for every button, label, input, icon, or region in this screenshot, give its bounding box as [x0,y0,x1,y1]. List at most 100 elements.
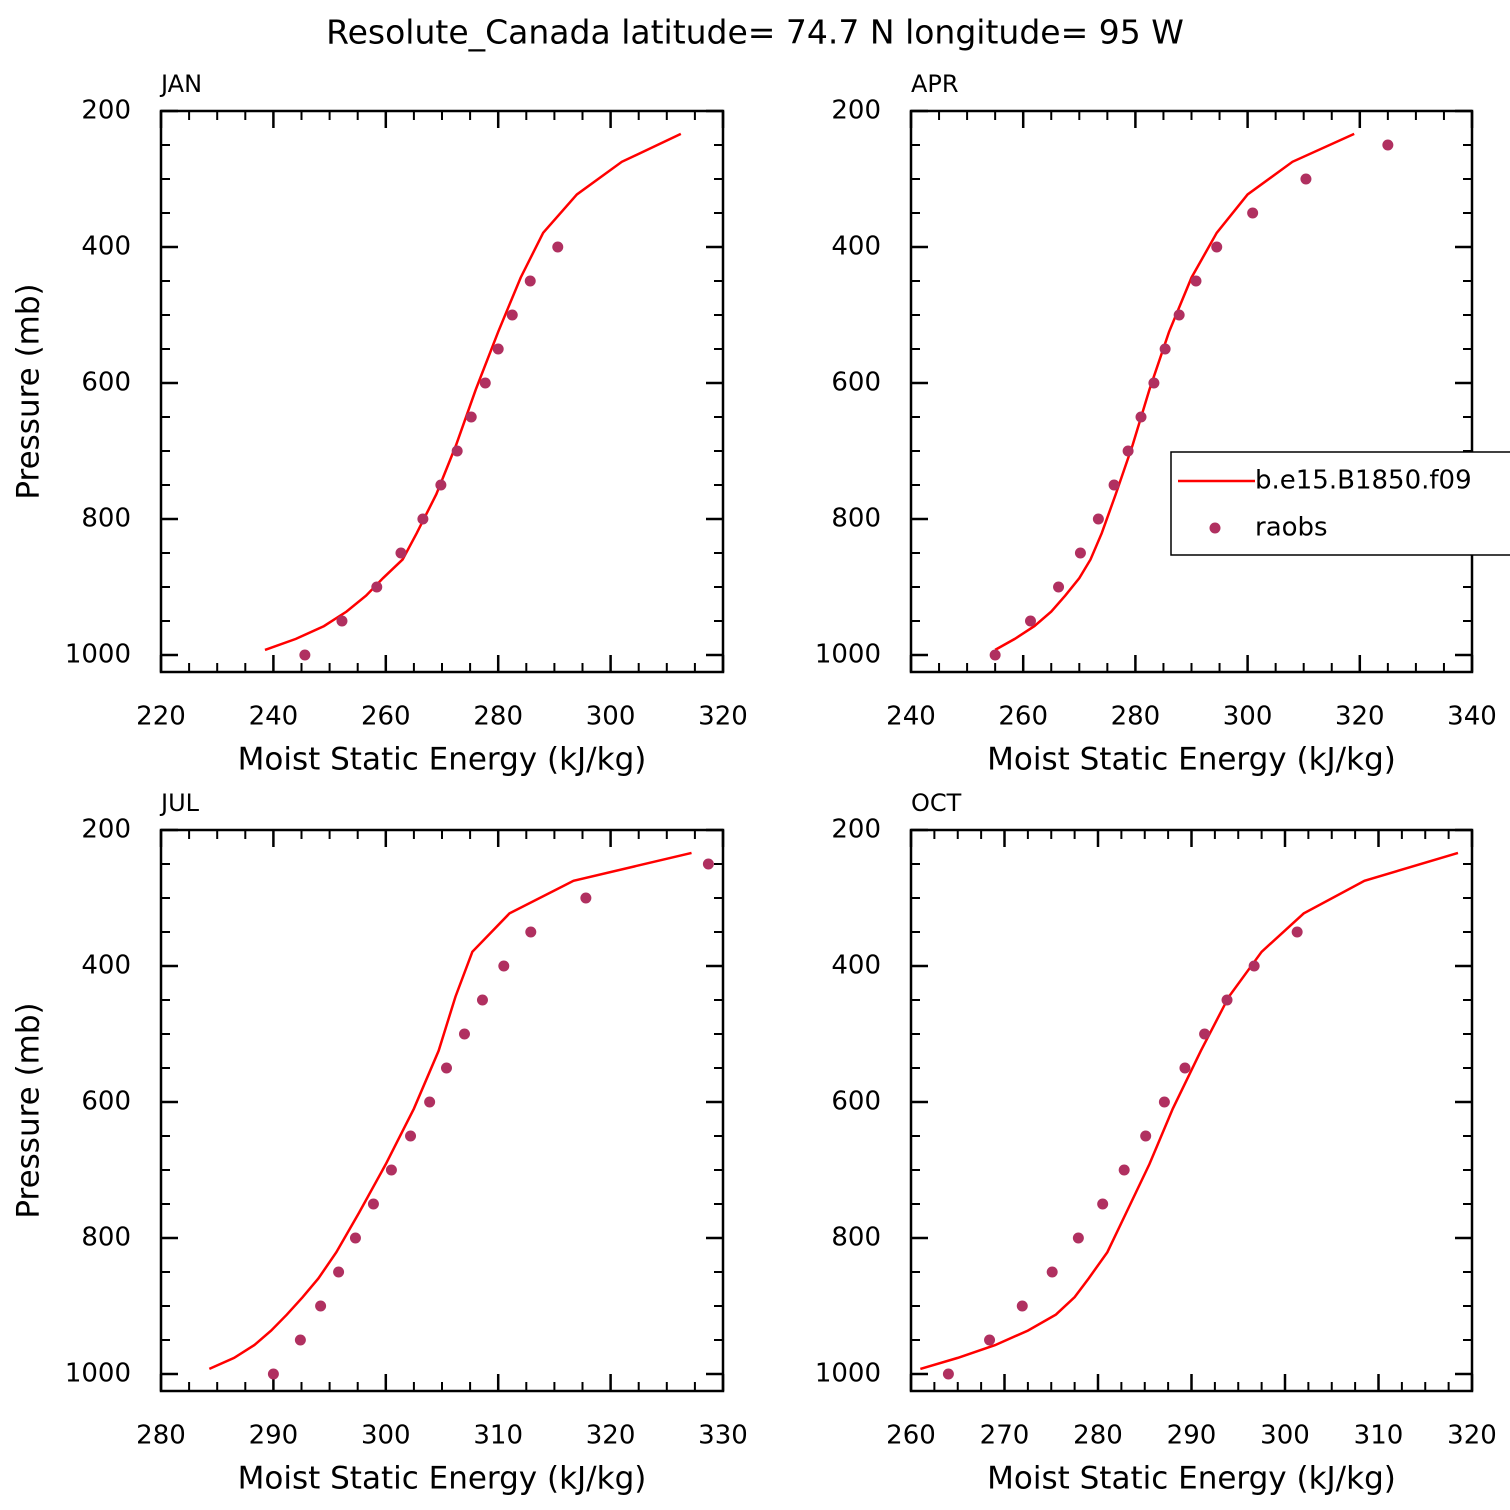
x-tick-label: 340 [1447,702,1497,732]
obs-point [371,581,383,593]
panel: JUL 280 290 300 310 320 330 200 400 600 800 1000 Moi… [11,789,748,1497]
y-tick-label: 200 [81,815,131,845]
x-tick-label: 260 [361,702,411,732]
obs-point [1190,275,1202,287]
x-tick-label: 300 [1223,702,1273,732]
obs-point [1122,445,1134,457]
x-tick-label: 270 [980,1421,1030,1451]
y-tick-label: 600 [831,368,881,398]
y-tick-label: 600 [81,368,131,398]
x-tick-label: 280 [1111,702,1161,732]
obs-point [984,1334,996,1346]
panel: OCT 260 270 280 290 300 310 320 200 400 600 800 1000… [815,789,1497,1497]
x-tick-label: 330 [698,1421,748,1451]
obs-point [479,377,491,389]
obs-point [1097,1198,1109,1210]
obs-point [1300,173,1312,185]
obs-point [435,479,447,491]
obs-point [367,1198,379,1210]
obs-point [294,1334,306,1346]
x-tick-label: 300 [1260,1421,1310,1451]
obs-point [1140,1130,1152,1142]
x-tick-label: 260 [886,1421,936,1451]
legend-box [1170,451,1510,556]
y-tick-label: 600 [81,1087,131,1117]
obs-point [465,411,477,423]
y-tick-label: 600 [831,1087,881,1117]
obs-point [1135,411,1147,423]
obs-point [1053,581,1065,593]
plot-frame [909,828,1474,1393]
model-line [264,132,682,652]
obs-point [498,960,510,972]
y-tick-label: 800 [81,504,131,534]
x-tick-label: 220 [136,702,186,732]
y-tick-label: 1000 [65,1359,131,1389]
obs-point [385,1164,397,1176]
obs-point [1199,1028,1211,1040]
obs-point [405,1130,417,1142]
panel-title: APR [911,70,959,98]
obs-point [989,649,1001,661]
y-tick-label: 1000 [815,1359,881,1389]
y-tick-label: 200 [81,96,131,126]
x-axis-label: Moist Static Energy (kJ/kg) [238,742,647,778]
obs-point [702,858,714,870]
obs-point [476,994,488,1006]
obs-point [458,1028,470,1040]
obs-point [580,892,592,904]
x-tick-label: 290 [249,1421,299,1451]
obs-point [1248,960,1260,972]
obs-point [492,343,504,355]
obs-point [395,547,407,559]
plot-frame [909,109,1474,674]
obs-point [1211,241,1223,253]
x-axis-label: Moist Static Energy (kJ/kg) [987,742,1396,778]
obs-point [1016,1300,1028,1312]
y-axis-label: Pressure (mb) [11,1002,47,1218]
obs-point [451,445,463,457]
obs-point [525,926,537,938]
obs-point [1247,207,1259,219]
obs-point [1382,139,1394,151]
x-tick-label: 320 [1447,1421,1497,1451]
panel-title: OCT [911,789,962,817]
x-axis-label: Moist Static Energy (kJ/kg) [987,1461,1396,1497]
obs-point [417,513,429,525]
x-tick-label: 240 [886,702,936,732]
obs-point [424,1096,436,1108]
obs-point [315,1300,327,1312]
x-tick-label: 280 [136,1421,186,1451]
model-line [994,132,1355,651]
legend-label: b.e15.B1850.f09 [1255,466,1472,496]
figure-title: Resolute_Canada latitude= 74.7 N longitu… [326,13,1184,52]
obs-point [942,1368,954,1380]
obs-point [1046,1266,1058,1278]
plot-frame [159,109,725,674]
obs-point [1024,615,1036,627]
y-tick-label: 800 [831,1223,881,1253]
plot-frame [159,828,725,1393]
obs-point [1074,547,1086,559]
obs-point [1148,377,1160,389]
obs-point [1179,1062,1191,1074]
x-axis-label: Moist Static Energy (kJ/kg) [238,1461,647,1497]
model-line [208,851,692,1371]
y-tick-label: 800 [831,504,881,534]
panel: JAN 220 240 260 280 300 320 200 400 600 800 1000 Moi… [11,70,748,778]
obs-point [267,1368,279,1380]
y-tick-label: 200 [831,96,881,126]
obs-point [1158,1096,1170,1108]
x-tick-label: 310 [1354,1421,1404,1451]
legend-marker [1209,522,1221,534]
y-tick-label: 400 [831,951,881,981]
obs-point [1173,309,1185,321]
y-tick-label: 200 [831,815,881,845]
obs-point [1291,926,1303,938]
legend-label: raobs [1255,513,1328,543]
obs-point [1092,513,1104,525]
obs-point [333,1266,345,1278]
y-tick-label: 800 [81,1223,131,1253]
x-tick-label: 290 [1167,1421,1217,1451]
panel-title: JAN [159,70,202,98]
